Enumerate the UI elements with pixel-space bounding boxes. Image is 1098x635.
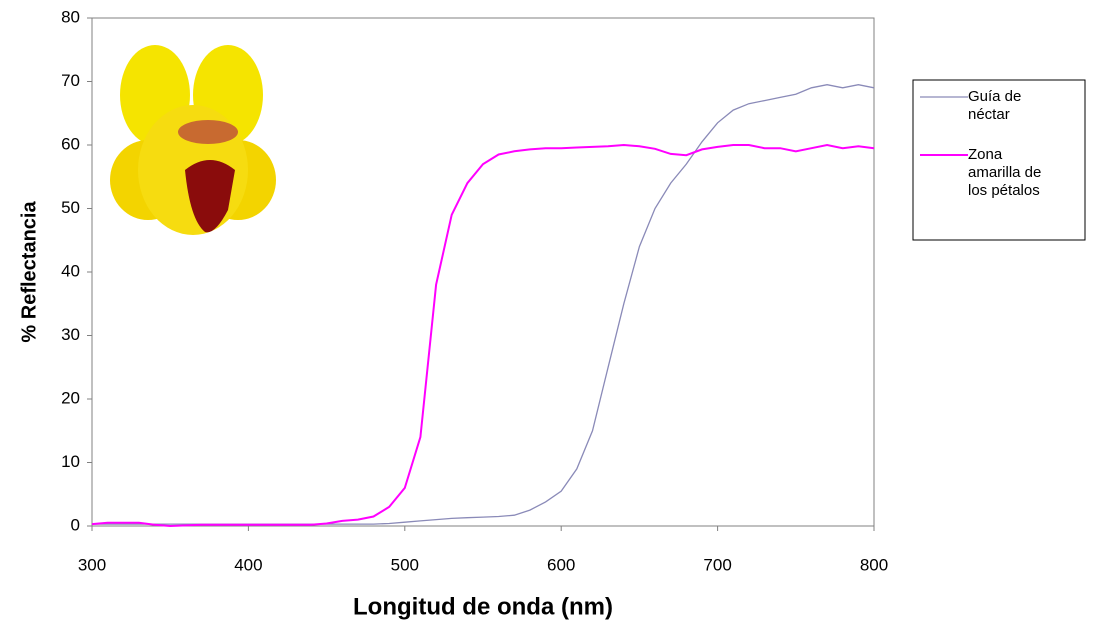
x-tick-label: 300 — [78, 555, 106, 574]
y-tick-label: 30 — [61, 325, 80, 344]
data-line — [91, 143, 875, 528]
y-axis-label: % Reflectancia — [18, 201, 40, 343]
x-tick-label: 800 — [860, 555, 888, 574]
y-tick-label: 80 — [61, 7, 80, 26]
x-tick-label: 600 — [547, 555, 575, 574]
legend-label: Zona amarilla de los pétalos — [968, 146, 1042, 199]
y-tick-label: 50 — [61, 198, 80, 217]
y-tick-label: 60 — [61, 134, 80, 153]
legend-label: Guía de néctar — [968, 88, 1022, 123]
x-axis-label: Longitud de onda (nm) — [353, 593, 613, 620]
y-tick-label: 20 — [61, 388, 80, 407]
flower-image — [110, 45, 276, 235]
y-tick-label: 40 — [61, 261, 80, 280]
legend-entry: Guía de néctar — [968, 88, 1022, 123]
x-tick-label: 400 — [234, 555, 262, 574]
x-tick-label: 500 — [391, 555, 419, 574]
legend-entry: Zona amarilla de los pétalos — [968, 146, 1042, 199]
x-tick-label: 700 — [703, 555, 731, 574]
y-tick-label: 10 — [61, 452, 80, 471]
y-tick-label: 70 — [61, 71, 80, 90]
legend-box — [912, 79, 1086, 241]
y-tick-label: 0 — [71, 515, 80, 534]
